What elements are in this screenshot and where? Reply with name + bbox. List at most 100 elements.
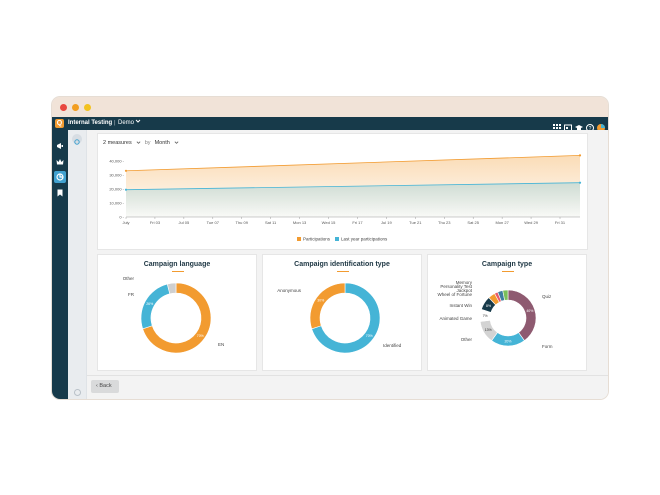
x-tick-label: Jul 19 <box>381 220 392 225</box>
app-separator: | <box>114 120 116 126</box>
page-footer: ‹ Back <box>87 375 608 399</box>
user-avatar-icon[interactable] <box>597 119 605 132</box>
y-tick-label: 20,000 - <box>109 187 124 192</box>
slice-label: Personality Test <box>440 284 472 289</box>
donut-slice <box>142 282 212 354</box>
slice-label: EN <box>218 342 224 347</box>
title-underline <box>172 271 184 272</box>
slice-value-label: 40% <box>526 309 533 313</box>
minimize-window-button[interactable] <box>72 104 79 111</box>
x-tick-label: Mon 27 <box>495 220 509 225</box>
slice-value-label: 7% <box>483 314 488 318</box>
back-button[interactable]: ‹ Back <box>91 380 119 393</box>
x-tick-label: Fri 03 <box>150 220 161 225</box>
legend-swatch <box>335 237 339 241</box>
collapse-sidebar-icon[interactable] <box>74 389 81 396</box>
secondary-sidebar <box>68 130 87 399</box>
chevron-down-icon[interactable] <box>135 118 141 129</box>
graduation-cap-icon[interactable] <box>575 119 583 131</box>
back-label: Back <box>99 383 112 389</box>
x-tick-label: Tue 07 <box>207 220 220 225</box>
x-tick-label: July <box>122 220 129 225</box>
donut-slice <box>309 282 346 330</box>
series-point <box>124 169 128 172</box>
by-label: by <box>144 140 151 146</box>
title-underline <box>502 271 514 272</box>
donut-slice <box>507 289 537 342</box>
app-logo-icon[interactable]: Q <box>55 119 64 128</box>
slice-label: Memory <box>456 280 473 285</box>
sidebar-item-rewards[interactable] <box>54 156 66 168</box>
title-underline <box>337 271 349 272</box>
campaign-type-donut: 40% 20% 13% 7% 8% Quiz Form Other Animated Game I… <box>437 280 552 349</box>
slice-label: Identified <box>383 343 402 348</box>
main-content: 2 measures by Month 40,000 - 30,000 - 20,0… <box>87 130 608 399</box>
stats-overview-icon[interactable] <box>72 134 82 145</box>
close-window-button[interactable] <box>60 104 67 111</box>
slice-value-label: 70% <box>366 334 373 338</box>
x-tick-label: Sat 11 <box>265 220 277 225</box>
help-icon[interactable]: ? <box>586 119 594 132</box>
apps-grid-icon[interactable] <box>553 119 561 132</box>
series-line <box>125 155 581 172</box>
environment-selector[interactable]: Demo <box>118 120 135 126</box>
megaphone-icon <box>57 143 63 149</box>
news-icon[interactable] <box>564 119 572 132</box>
sidebar-item-contacts[interactable] <box>54 187 66 199</box>
slice-value-label: 30% <box>317 299 324 303</box>
series-point <box>578 181 582 184</box>
campaign-language-card: Campaign language 70% 26% EN FR Other <box>97 254 257 371</box>
card-title: Campaign type <box>481 261 533 268</box>
campaign-language-donut: 70% 26% EN FR Other <box>123 276 224 354</box>
slice-label: Anonymous <box>277 288 302 293</box>
card-title: Campaign identification type <box>294 261 390 268</box>
slice-value-label: 13% <box>485 328 492 332</box>
bookmark-icon <box>57 189 63 197</box>
campaign-identification-card: Campaign identification type 70% 30% Ident… <box>262 254 422 371</box>
y-tick-label: 30,000 - <box>109 173 124 178</box>
slice-label: Quiz <box>542 294 552 299</box>
x-tick-label: Sat 25 <box>467 220 479 225</box>
series-line <box>125 182 581 191</box>
app-header: Q Internal Testing | Demo ? <box>52 117 608 132</box>
donut-slice <box>502 289 509 301</box>
x-tick-label: Tue 21 <box>409 220 422 225</box>
sidebar <box>52 130 68 399</box>
window-titlebar <box>52 97 608 117</box>
app-name[interactable]: Internal Testing <box>68 120 113 126</box>
slice-value-label: 70% <box>197 334 204 338</box>
chevron-down-icon[interactable] <box>136 140 141 147</box>
x-tick-label: Fri 17 <box>352 220 363 225</box>
x-tick-label: Mon 13 <box>293 220 307 225</box>
y-tick-label: 10,000 - <box>109 201 124 206</box>
card-title: Campaign language <box>143 261 211 268</box>
chevron-down-icon[interactable] <box>174 140 179 147</box>
sidebar-item-campaigns[interactable] <box>54 140 66 152</box>
slice-value-label: 20% <box>504 339 511 343</box>
slice-label: Animated Game <box>439 316 472 321</box>
measures-selector[interactable]: 2 measures <box>103 140 132 146</box>
campaign-type-card: Campaign type 40% 20% 13% 7% 8% Quiz Form Other… <box>427 254 587 371</box>
participations-area-chart: 40,000 - 30,000 - 20,000 - 10,000 - 0 -July F… <box>109 154 582 242</box>
svg-text:?: ? <box>589 126 592 132</box>
legend-label: Participations <box>303 237 331 242</box>
slice-value-label: 8% <box>486 304 491 308</box>
legend-swatch <box>297 237 301 241</box>
chevron-left-icon: ‹ <box>96 383 98 389</box>
participations-chart-card: 2 measures by Month 40,000 - 30,000 - 20,0… <box>97 133 588 250</box>
series-point <box>578 154 582 157</box>
maximize-window-button[interactable] <box>84 104 91 111</box>
slice-label: Instant Win <box>449 303 472 308</box>
donut-slice <box>140 283 171 330</box>
slice-label: Wheel of Fortune <box>437 292 472 297</box>
slice-label: FR <box>128 292 135 297</box>
slice-label: Jackpot <box>456 288 472 293</box>
campaign-identification-donut: 70% 30% Identified Anonymous <box>277 282 402 354</box>
period-selector[interactable]: Month <box>154 140 170 146</box>
slice-label: Other <box>123 276 135 281</box>
x-tick-label: Jul 05 <box>179 220 190 225</box>
pie-chart-icon <box>56 173 64 181</box>
legend-label: Last year participations <box>341 237 388 242</box>
series-point <box>124 188 128 191</box>
sidebar-item-statistics[interactable] <box>54 171 66 183</box>
